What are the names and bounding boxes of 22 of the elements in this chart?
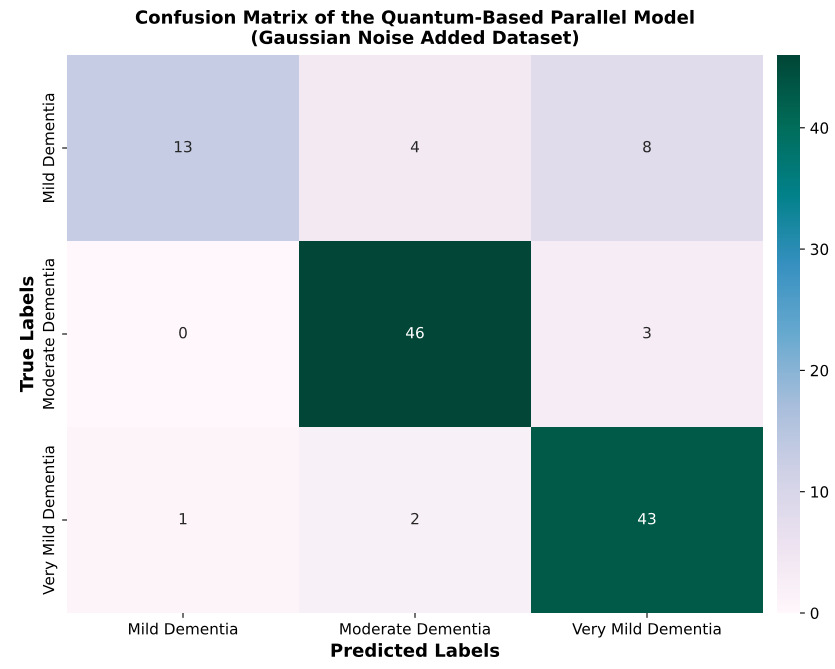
color-bar-label: 40 <box>810 122 828 134</box>
data-label: 43 <box>638 512 656 524</box>
data-label: 0 <box>179 326 187 338</box>
color-bar-label: 30 <box>810 244 828 256</box>
y-axis-title: True Labels <box>19 276 34 392</box>
color-bar-label: 10 <box>811 486 828 498</box>
data-label: 13 <box>174 140 192 152</box>
color-bar-label: 0 <box>810 607 818 620</box>
x-axis-title: Predicted Labels <box>332 643 500 658</box>
data-label: 2 <box>411 512 418 524</box>
x-tick-label: Mild Dementia <box>129 622 238 635</box>
data-label: 1 <box>180 513 186 524</box>
y-tick-label: Mild Dementia <box>42 94 54 202</box>
data-label: 4 <box>410 141 420 152</box>
color-bar-label: 20 <box>810 364 828 376</box>
x-tick-label: Very Mild Dementia <box>572 622 721 638</box>
x-tick-label: Moderate Dementia <box>340 622 490 635</box>
data-label: 8 <box>643 140 651 152</box>
data-label: 46 <box>406 326 424 338</box>
y-tick-label: Moderate Dementia <box>42 259 54 409</box>
chart-title: Confusion Matrix of the Quantum-Based Parallel Model (Gaussian Noise Added Dataset) <box>136 10 694 46</box>
data-label: 3 <box>643 326 651 338</box>
